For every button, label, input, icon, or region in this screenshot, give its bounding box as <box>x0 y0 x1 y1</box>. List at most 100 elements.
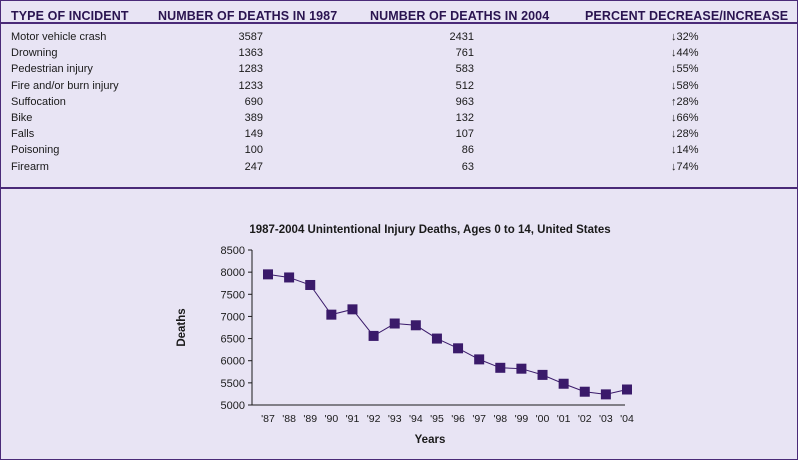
data-point-87 <box>263 269 273 280</box>
cell-percent: ↓44% <box>671 47 699 60</box>
y-tick-label: 7500 <box>221 289 245 301</box>
cell-deaths-1987: 149 <box>244 128 263 141</box>
cell-percent: ↓74% <box>671 160 699 173</box>
data-point-92 <box>368 330 379 341</box>
x-tick-label: '03 <box>599 413 613 425</box>
data-point-93 <box>389 318 400 329</box>
table-row: Poisoning 100 86 ↓14% <box>0 143 798 159</box>
x-tick-label: '99 <box>515 413 529 425</box>
data-point-90 <box>326 309 337 320</box>
data-point-95 <box>431 333 442 344</box>
data-point-00 <box>537 369 548 380</box>
cell-type: Bike <box>11 111 33 124</box>
y-axis-label: Deaths <box>176 308 188 346</box>
table-row: Bike 389 132 ↓66% <box>0 111 798 127</box>
cell-type: Suffocation <box>11 95 66 108</box>
cell-type: Motor vehicle crash <box>11 31 107 43</box>
cell-type: Pedestrian injury <box>11 63 93 76</box>
cell-type: Fire and/or burn injury <box>11 79 119 92</box>
x-tick-label: '88 <box>282 413 296 425</box>
cell-type: Poisoning <box>11 144 60 157</box>
cell-deaths-1987: 3587 <box>238 31 263 43</box>
x-tick-label: '94 <box>409 413 423 425</box>
header-deaths-1987: NUMBER OF DEATHS IN 1987 <box>158 9 338 23</box>
section-divider <box>0 187 798 189</box>
cell-type: Firearm <box>11 160 49 173</box>
x-tick-label: '91 <box>346 413 360 425</box>
cell-deaths-1987: 247 <box>244 160 263 173</box>
cell-deaths-2004: 2431 <box>449 31 474 43</box>
data-point-94 <box>410 320 421 331</box>
x-tick-label: '89 <box>303 413 317 425</box>
x-tick-label: '02 <box>578 413 592 425</box>
cell-deaths-1987: 1283 <box>238 63 263 76</box>
data-point-98 <box>495 362 506 373</box>
header-percent: PERCENT DECREASE/INCREASE <box>585 9 789 23</box>
cell-deaths-2004: 63 <box>461 160 474 173</box>
table-row: Fire and/or burn injury 1233 512 ↓58% <box>0 79 798 95</box>
y-tick-label: 7000 <box>221 311 245 323</box>
injury-deaths-chart: 1987-2004 Unintentional Injury Deaths, A… <box>176 224 634 446</box>
data-point-01 <box>558 378 569 389</box>
x-tick-label: '95 <box>430 413 444 425</box>
cell-type: Drowning <box>11 47 58 60</box>
cell-percent: ↑28% <box>671 95 699 108</box>
cell-deaths-1987: 100 <box>244 144 263 157</box>
chart-title: 1987-2004 Unintentional Injury Deaths, A… <box>249 224 610 236</box>
cell-deaths-2004: 583 <box>455 63 474 76</box>
x-tick-label: '98 <box>493 413 507 425</box>
y-tick-label: 8000 <box>221 267 245 279</box>
cell-percent: ↓58% <box>671 79 699 92</box>
data-point-89 <box>305 279 316 290</box>
x-tick-label: '04 <box>620 413 634 425</box>
cell-deaths-2004: 86 <box>461 144 474 157</box>
cell-deaths-2004: 132 <box>455 111 474 124</box>
y-tick-label: 5500 <box>221 378 245 390</box>
y-tick-label: 6000 <box>221 356 245 368</box>
x-tick-label: '97 <box>472 413 486 425</box>
data-point-88 <box>284 272 295 283</box>
y-tick-label: 5000 <box>221 400 245 412</box>
table-row: Pedestrian injury 1283 583 ↓55% <box>0 62 798 78</box>
data-point-96 <box>453 343 464 354</box>
cell-percent: ↓32% <box>671 31 699 43</box>
x-tick-label: '92 <box>367 413 381 425</box>
cell-percent: ↓66% <box>671 111 699 124</box>
cell-deaths-2004: 512 <box>455 79 474 92</box>
cell-deaths-2004: 963 <box>455 95 474 108</box>
incident-table: Motor vehicle crash 3587 2431 ↓32% Drowning 1… <box>0 30 798 176</box>
x-tick-label: '93 <box>388 413 402 425</box>
cell-deaths-1987: 690 <box>244 95 263 108</box>
cell-deaths-1987: 389 <box>244 111 263 124</box>
x-tick-label: '87 <box>261 413 275 425</box>
table-header: TYPE OF INCIDENT NUMBER OF DEATHS IN 198… <box>0 0 798 24</box>
cell-deaths-2004: 107 <box>455 128 474 141</box>
table-row: Suffocation 690 963 ↑28% <box>0 95 798 111</box>
y-tick-label: 8500 <box>221 245 245 257</box>
cell-deaths-1987: 1233 <box>238 79 263 92</box>
table-row: Drowning 1363 761 ↓44% <box>0 46 798 62</box>
data-point-02 <box>579 386 590 397</box>
data-point-04 <box>622 384 632 395</box>
table-row: Falls 149 107 ↓28% <box>0 127 798 143</box>
x-tick-label: '96 <box>451 413 465 425</box>
cell-deaths-1987: 1363 <box>238 47 263 60</box>
cell-type: Falls <box>11 128 35 141</box>
y-tick-label: 6500 <box>221 334 245 346</box>
x-tick-label: '00 <box>536 413 550 425</box>
cell-percent: ↓28% <box>671 128 699 141</box>
header-deaths-2004: NUMBER OF DEATHS IN 2004 <box>370 9 550 23</box>
data-point-99 <box>516 363 527 374</box>
table-row: Firearm 247 63 ↓74% <box>0 160 798 176</box>
header-type: TYPE OF INCIDENT <box>11 9 129 23</box>
cell-deaths-2004: 761 <box>455 47 474 60</box>
data-point-03 <box>600 389 611 400</box>
table-row: Motor vehicle crash 3587 2431 ↓32% <box>0 30 798 46</box>
cell-percent: ↓14% <box>671 144 699 157</box>
series-line <box>267 273 628 395</box>
data-point-91 <box>347 304 358 315</box>
x-axis-label: Years <box>415 434 446 446</box>
data-point-97 <box>474 354 485 365</box>
x-tick-label: '90 <box>325 413 339 425</box>
cell-percent: ↓55% <box>671 63 699 76</box>
